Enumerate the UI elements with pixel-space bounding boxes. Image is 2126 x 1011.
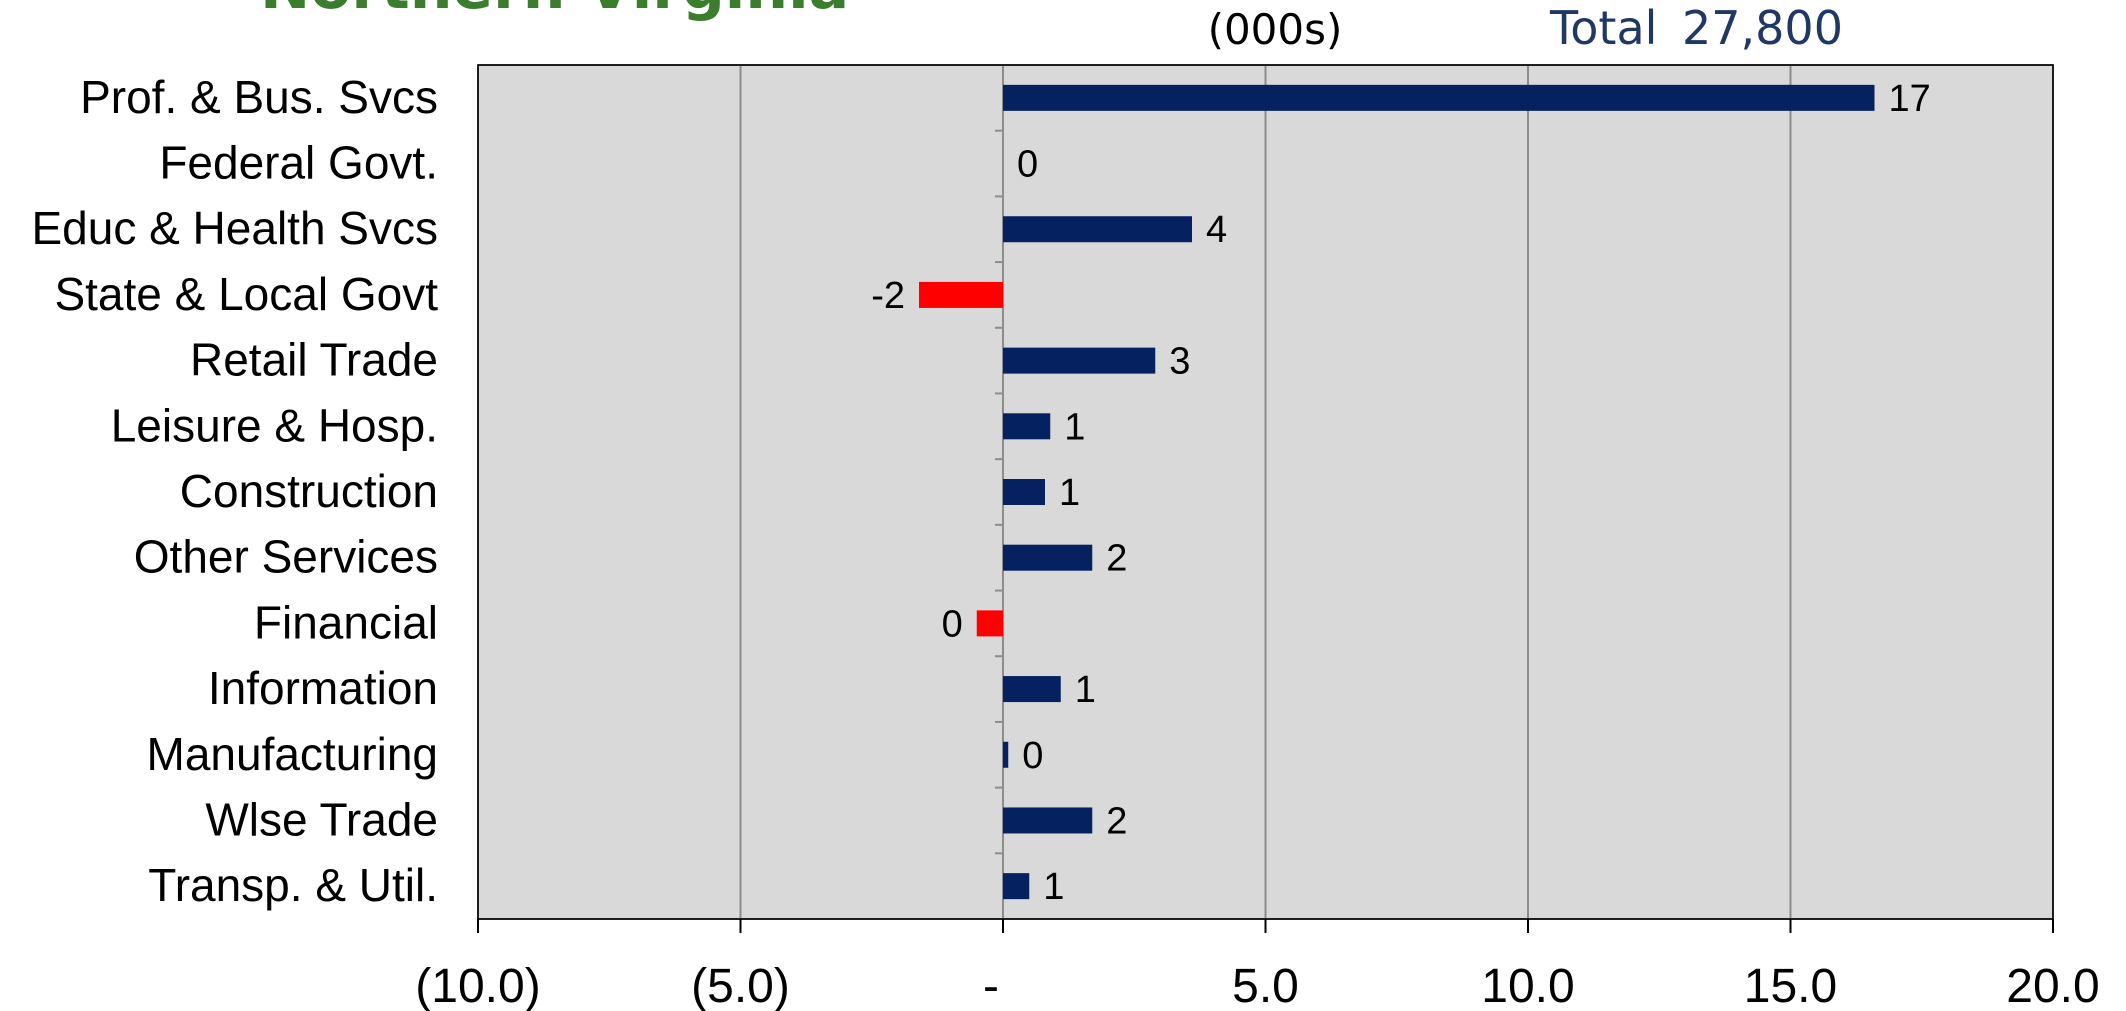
title-fragment: Northern Virginia <box>260 0 849 23</box>
data-label: 1 <box>1043 866 1064 908</box>
total-label: Total <box>1549 1 1657 55</box>
data-label: 17 <box>1889 78 1931 120</box>
category-label: Federal Govt. <box>159 137 438 189</box>
category-label: Construction <box>180 465 438 517</box>
category-label: Retail Trade <box>190 334 438 386</box>
x-tick-label: (10.0) <box>415 960 540 1011</box>
data-label: 3 <box>1169 341 1190 383</box>
total-value: 27,800 <box>1682 1 1843 55</box>
x-tick-label: 20.0 <box>2006 960 2099 1011</box>
category-label: Other Services <box>134 531 438 583</box>
data-label: 1 <box>1075 669 1096 711</box>
x-tick-label: 5.0 <box>1232 960 1299 1011</box>
data-label: 0 <box>1022 735 1043 777</box>
category-label: Wlse Trade <box>205 793 438 845</box>
x-tick-label: 15.0 <box>1744 960 1837 1011</box>
bar <box>1003 216 1192 243</box>
category-label: Manufacturing <box>147 728 439 780</box>
data-label: -2 <box>871 275 905 317</box>
category-label: Prof. & Bus. Svcs <box>80 71 438 123</box>
category-label: Financial <box>254 596 438 648</box>
x-tick-label: (5.0) <box>691 960 790 1011</box>
bar <box>1003 741 1009 768</box>
bar <box>1003 807 1093 834</box>
category-label: Leisure & Hosp. <box>111 399 438 451</box>
bar <box>1003 84 1875 111</box>
data-label: 1 <box>1064 406 1085 448</box>
data-label: 0 <box>1017 144 1038 186</box>
category-label: Transp. & Util. <box>148 859 438 911</box>
category-label: State & Local Govt <box>54 268 438 320</box>
bar <box>1003 676 1061 703</box>
data-label: 1 <box>1059 472 1080 514</box>
bar <box>1003 347 1156 374</box>
category-labels: Prof. & Bus. Svcs Federal Govt. Educ & Hea… <box>31 71 438 911</box>
x-tick-label: - <box>983 960 999 1011</box>
bar <box>1003 479 1045 505</box>
category-label: Information <box>208 662 438 714</box>
grid <box>477 64 2054 920</box>
data-label: 4 <box>1206 209 1227 251</box>
data-label: 2 <box>1106 538 1127 580</box>
bar <box>1003 544 1093 571</box>
bar <box>1003 873 1030 900</box>
bar <box>919 281 1003 308</box>
units-label: (000s) <box>1208 5 1343 54</box>
bar <box>976 610 1003 637</box>
category-label: Educ & Health Svcs <box>31 202 438 254</box>
data-label: 2 <box>1106 800 1127 842</box>
x-tick-label: 10.0 <box>1481 960 1574 1011</box>
bar <box>1003 413 1051 440</box>
x-axis: (10.0) (5.0) - 5.0 10.0 15.0 20.0 <box>415 919 2100 1011</box>
data-label: 0 <box>942 603 963 645</box>
